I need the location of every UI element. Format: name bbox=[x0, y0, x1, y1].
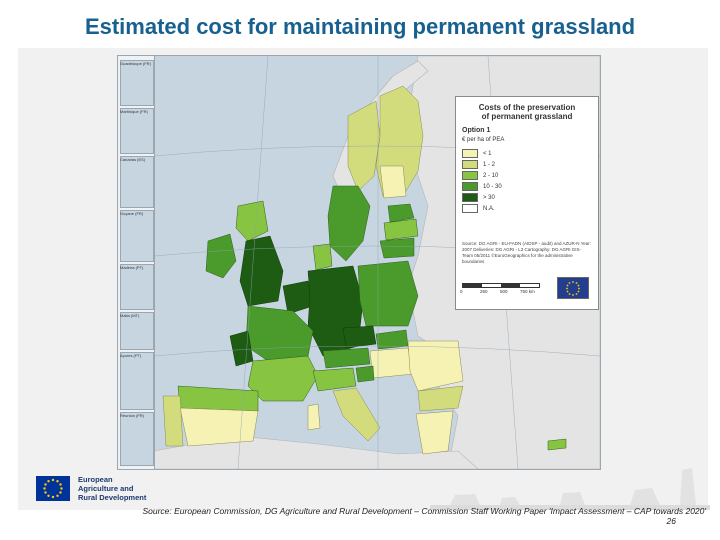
legend-class-6: N.A. bbox=[462, 204, 495, 213]
region-romania bbox=[407, 340, 464, 392]
logo-line-3: Rural Development bbox=[78, 493, 147, 502]
legend-class-label: 2 - 10 bbox=[483, 173, 499, 180]
legend-swatch bbox=[462, 193, 478, 202]
region-scotland bbox=[235, 200, 269, 242]
region-benelux bbox=[282, 280, 314, 315]
region-hungary bbox=[369, 347, 414, 379]
inset-label-4: Guyane (FR) bbox=[120, 211, 144, 216]
legend-class-2: 1 - 2 bbox=[462, 160, 496, 169]
legend-swatch bbox=[462, 149, 478, 158]
inset-label-2: Martinique (FR) bbox=[120, 109, 148, 114]
eu-stars-icon bbox=[566, 281, 580, 296]
legend-swatch bbox=[462, 160, 478, 169]
scale-label: 250 bbox=[480, 289, 488, 294]
region-italy-north bbox=[312, 367, 357, 392]
inset-label-1: Guadeloupe (FR) bbox=[120, 61, 151, 66]
region-slovenia bbox=[355, 365, 375, 383]
legend-class-3: 2 - 10 bbox=[462, 171, 499, 180]
region-france-north bbox=[245, 305, 314, 362]
page-number: 26 bbox=[666, 516, 676, 526]
region-latvia bbox=[383, 218, 419, 241]
region-finland-south bbox=[379, 165, 407, 199]
scale-label: 500 bbox=[500, 289, 508, 294]
eu-logo-stars-icon bbox=[43, 478, 63, 499]
farm-silhouette-icon bbox=[430, 468, 710, 510]
map-legend: Costs of the preservation of permanent g… bbox=[455, 96, 599, 310]
inset-label-7: Açores (PT) bbox=[120, 353, 142, 358]
region-austria bbox=[322, 347, 371, 369]
region-bulgaria bbox=[417, 385, 464, 412]
legend-class-label: 1 - 2 bbox=[483, 162, 496, 169]
inset-label-6: Malta (MT) bbox=[120, 313, 140, 318]
legend-class-label: > 30 bbox=[483, 195, 495, 202]
region-england bbox=[239, 235, 284, 307]
legend-swatch bbox=[462, 171, 478, 180]
region-portugal bbox=[162, 395, 184, 447]
logo-line-1: European bbox=[78, 475, 113, 484]
eu-logo bbox=[36, 476, 70, 501]
inset-map-2 bbox=[120, 108, 154, 154]
legend-swatch bbox=[462, 182, 478, 191]
inset-map-1 bbox=[120, 60, 154, 106]
inset-label-8: Réunion (FR) bbox=[120, 413, 145, 418]
region-denmark bbox=[312, 243, 333, 271]
inset-label-5: Madeira (PT) bbox=[120, 265, 144, 270]
region-sweden-south bbox=[327, 185, 371, 262]
region-cyprus bbox=[547, 438, 567, 451]
legend-unit: € per ha of PEA bbox=[462, 137, 505, 143]
legend-title: Costs of the preservation of permanent g… bbox=[456, 103, 598, 121]
logo-line-2: Agriculture and bbox=[78, 484, 134, 493]
legend-title-line-1: Costs of the preservation bbox=[478, 103, 576, 112]
inset-map-7 bbox=[120, 352, 154, 410]
source-citation: Source: European Commission, DG Agricult… bbox=[142, 506, 706, 516]
scale-label: 750 km bbox=[520, 289, 535, 294]
graticule bbox=[153, 56, 600, 469]
region-greece bbox=[415, 410, 454, 455]
legend-class-label: < 1 bbox=[483, 151, 492, 158]
legend-class-5: > 30 bbox=[462, 193, 495, 202]
region-ireland bbox=[205, 233, 237, 279]
region-italy-south bbox=[332, 387, 381, 442]
legend-class-label: N.A. bbox=[483, 206, 495, 213]
legend-title-line-2: of permanent grassland bbox=[481, 112, 573, 121]
inset-panel: Guadeloupe (FR) Martinique (FR) Canarias… bbox=[118, 56, 155, 469]
dg-agri-logo-text: European Agriculture and Rural Developme… bbox=[78, 475, 146, 502]
legend-swatch bbox=[462, 204, 478, 213]
inset-map-3 bbox=[120, 156, 154, 208]
legend-class-label: 10 - 30 bbox=[483, 184, 502, 191]
region-sardinia bbox=[307, 403, 321, 431]
grassland-cost-map: Guadeloupe (FR) Martinique (FR) Canarias… bbox=[117, 55, 601, 470]
inset-map-6 bbox=[120, 312, 154, 350]
region-czech bbox=[342, 325, 377, 349]
inset-map-5 bbox=[120, 264, 154, 310]
region-poland bbox=[357, 260, 419, 327]
region-lithuania bbox=[379, 237, 415, 259]
region-spain-central bbox=[179, 407, 259, 447]
region-slovakia bbox=[375, 329, 409, 350]
inset-map-8 bbox=[120, 412, 154, 466]
region-france-south bbox=[247, 355, 319, 402]
legend-class-1: < 1 bbox=[462, 149, 492, 158]
legend-source: Source: DG AGRI - EU-FADN (AIDSP - audit… bbox=[462, 241, 591, 264]
region-estonia bbox=[387, 203, 415, 223]
legend-class-4: 10 - 30 bbox=[462, 182, 502, 191]
page-title: Estimated cost for maintaining permanent… bbox=[84, 14, 636, 39]
scale-bar bbox=[462, 283, 540, 288]
region-spain-north bbox=[177, 385, 259, 412]
scale-label: 0 bbox=[460, 289, 463, 294]
legend-option: Option 1 bbox=[462, 127, 491, 134]
eu-flag-icon bbox=[557, 277, 589, 299]
inset-label-3: Canarias (ES) bbox=[120, 157, 146, 162]
inset-map-4 bbox=[120, 210, 154, 262]
